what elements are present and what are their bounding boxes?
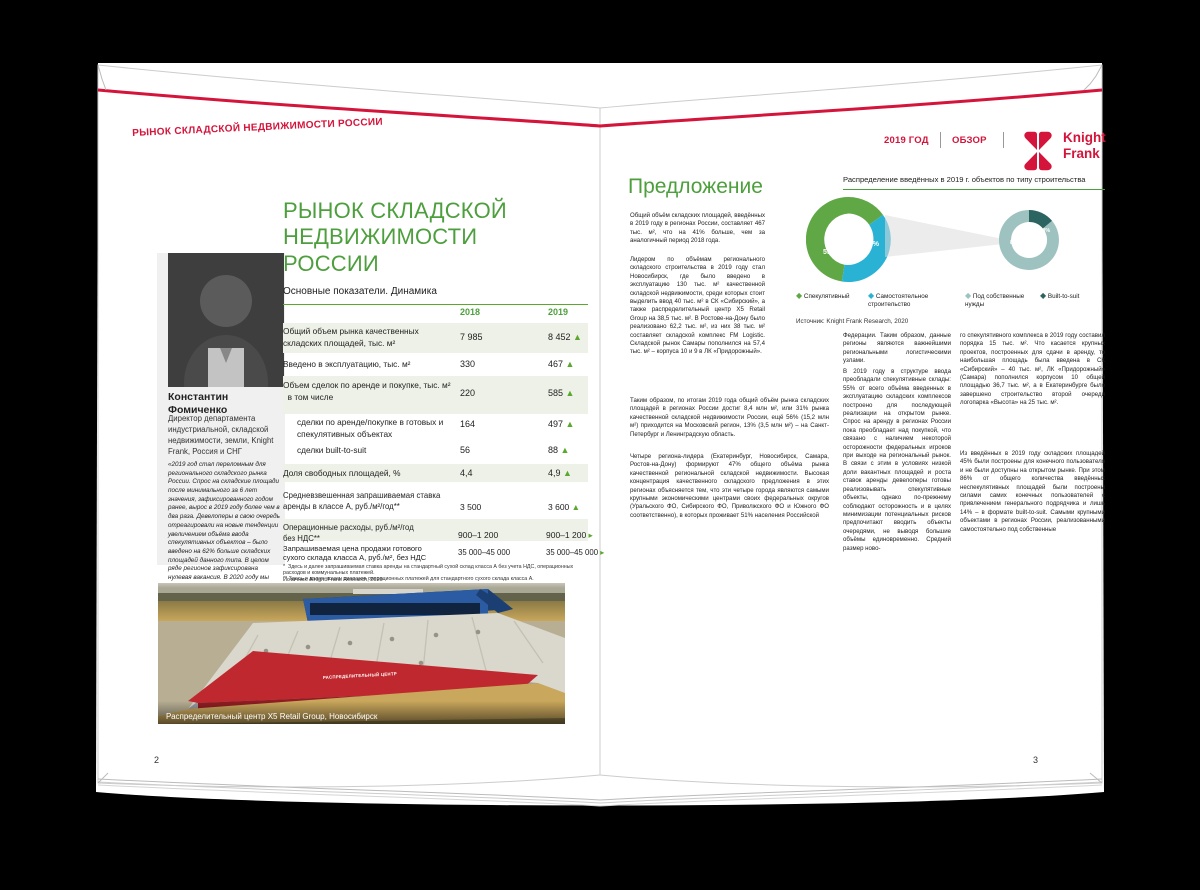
svg-text:14%: 14% [1039, 228, 1050, 234]
svg-text:86%: 86% [1010, 240, 1021, 246]
svg-text:55%: 55% [823, 249, 838, 256]
svg-text:Распределительный центр X5 Ret: Распределительный центр X5 Retail Group,… [166, 712, 378, 721]
svg-text:45%: 45% [865, 241, 880, 248]
